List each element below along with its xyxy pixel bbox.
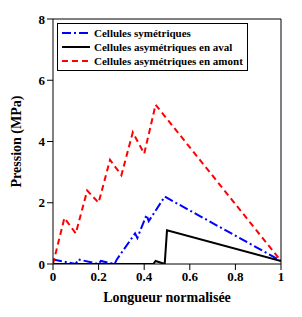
svg-text:0.2: 0.2 [90, 269, 106, 284]
html-text:Cellules symétriques: Cellules symétriques [94, 27, 191, 39]
svg-text:Pression (MPa): Pression (MPa) [9, 95, 25, 187]
svg-text:0: 0 [39, 257, 46, 272]
svg-text:0: 0 [50, 269, 57, 284]
svg-text:6: 6 [39, 73, 46, 88]
svg-text:4: 4 [39, 134, 46, 149]
html-text:Cellules asymétriques en aval: Cellules asymétriques en aval [94, 41, 233, 53]
svg-text:Longueur normalisée: Longueur normalisée [103, 290, 231, 305]
svg-text:2: 2 [39, 195, 46, 210]
svg-text:0.6: 0.6 [182, 269, 199, 284]
svg-text:0.8: 0.8 [227, 269, 244, 284]
html-text:Cellules asymétriques en amont: Cellules asymétriques en amont [94, 55, 243, 67]
svg-text:8: 8 [39, 12, 46, 27]
svg-text:1: 1 [278, 269, 285, 284]
svg-text:0.4: 0.4 [136, 269, 153, 284]
